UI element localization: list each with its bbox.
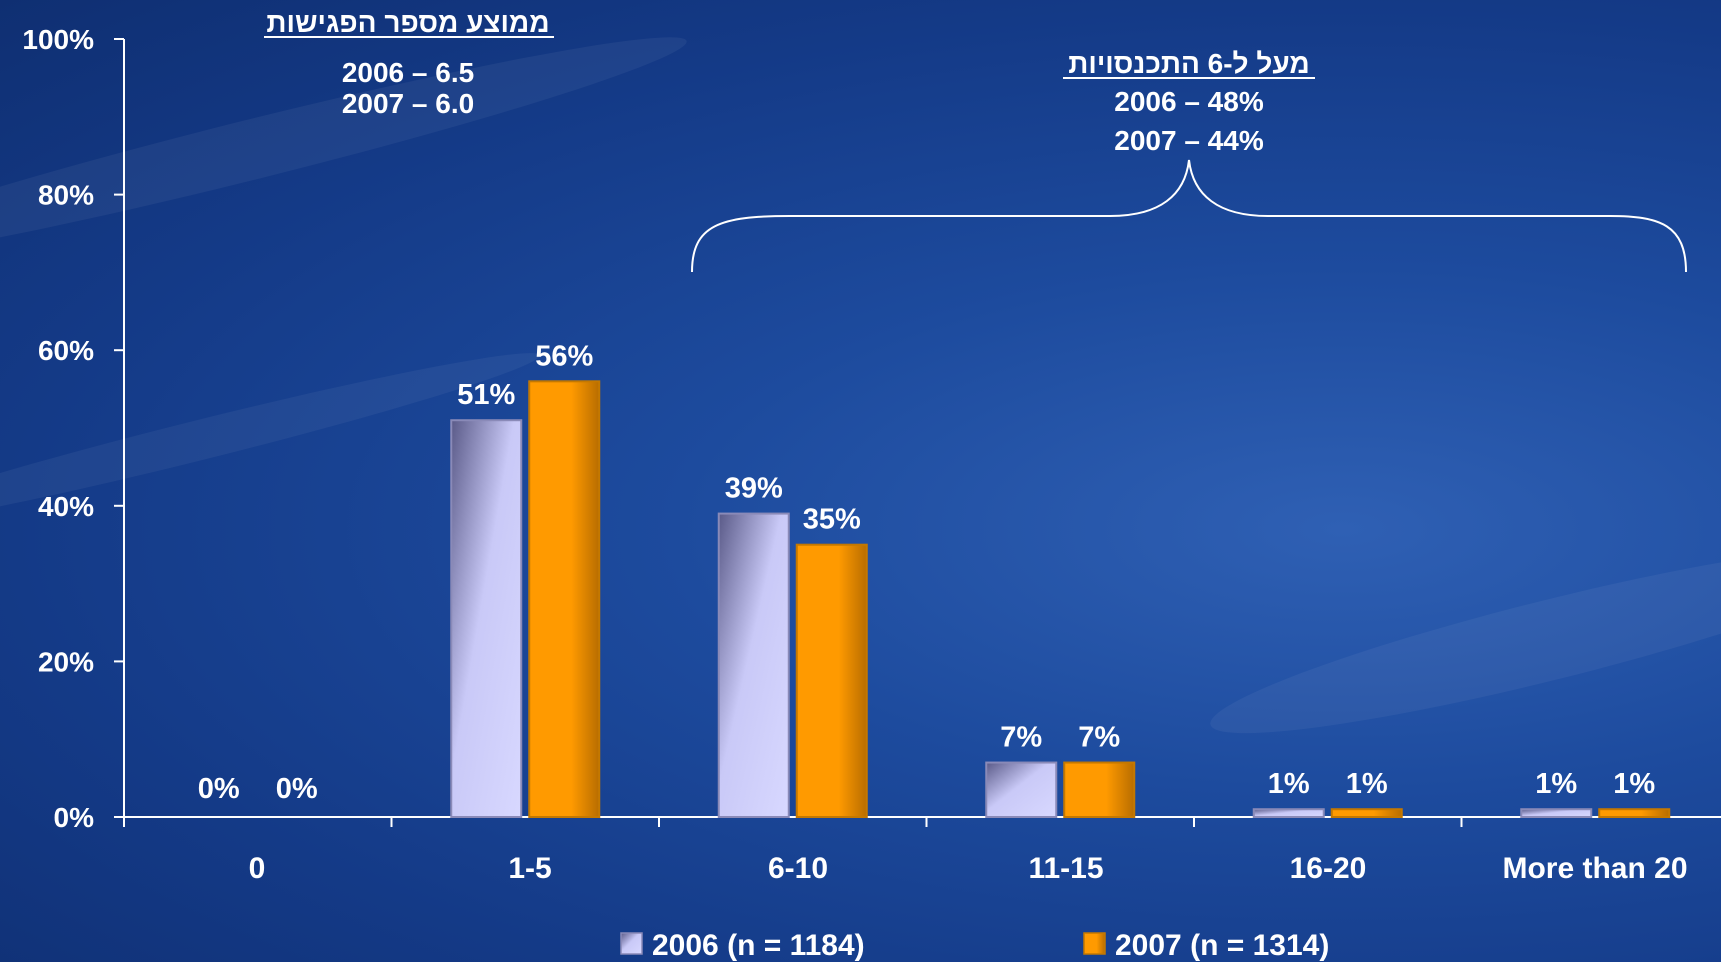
bar-2006 — [450, 419, 523, 818]
bar-2006 — [717, 512, 790, 819]
grouping-brace — [691, 159, 1687, 273]
annotation-average-title: ממוצע מספר הפגישות — [266, 7, 549, 38]
y-tick-label: 40% — [38, 491, 94, 522]
data-label: 7% — [1078, 722, 1120, 754]
annotation-over6-2006: 2006 – 48% — [1114, 86, 1264, 117]
y-tick-label: 20% — [38, 646, 94, 677]
x-tick-label: 16-20 — [1290, 852, 1367, 885]
data-label: 1% — [1535, 768, 1577, 800]
bar-2007 — [528, 380, 601, 818]
data-label: 0% — [276, 773, 318, 805]
data-label: 35% — [803, 504, 861, 536]
data-label: 51% — [457, 379, 515, 411]
x-tick-label: 6-10 — [768, 852, 828, 885]
data-label: 0% — [198, 773, 240, 805]
data-label: 39% — [725, 473, 783, 505]
bar-2007 — [1063, 761, 1136, 818]
bar-2007 — [1598, 808, 1671, 818]
data-label: 1% — [1613, 768, 1655, 800]
x-tick-label: 1-5 — [508, 852, 551, 885]
x-tick-label: More than 20 — [1502, 852, 1687, 885]
legend-label: 2007 (n = 1314) — [1115, 929, 1329, 962]
data-label: 7% — [1000, 722, 1042, 754]
y-tick-label: 80% — [38, 180, 94, 211]
x-tick-label: 0 — [249, 852, 266, 885]
annotation-average-2007: 2007 – 6.0 — [342, 88, 474, 119]
bar-2007 — [1330, 808, 1403, 818]
y-tick-label: 100% — [22, 24, 94, 55]
annotation-average-meetings: ממוצע מספר הפגישות 2006 – 6.5 2007 – 6.0 — [264, 7, 554, 119]
y-tick-label: 60% — [38, 335, 94, 366]
axes: 0% 20% 40% 60% 80% 100% 0 1-5 6-10 11-15 16-20 More… — [22, 24, 1721, 885]
data-label: 56% — [535, 340, 593, 372]
legend: 2006 (n = 1184) 2007 (n = 1314) — [620, 929, 1329, 962]
annotation-over6-2007: 2007 – 44% — [1114, 125, 1264, 156]
x-tick-label: 11-15 — [1028, 852, 1103, 885]
annotation-average-2006: 2006 – 6.5 — [342, 57, 474, 88]
data-label: 1% — [1346, 768, 1388, 800]
bar-2006 — [1252, 808, 1325, 818]
data-labels: 0% 0% 51% 56% 39% 35% 7% 7% 1% 1% 1% 1% — [198, 340, 1656, 805]
legend-label: 2006 (n = 1184) — [652, 929, 865, 962]
bar-2006 — [1520, 808, 1593, 818]
data-label: 1% — [1268, 768, 1310, 800]
annotation-over-6-meetings: מעל ל-6 התכנסויות 2006 – 48% 2007 – 44% — [691, 48, 1687, 273]
bar-2007 — [795, 543, 868, 818]
bars — [450, 380, 1671, 819]
y-tick-label: 0% — [54, 802, 95, 833]
bar-2006 — [985, 761, 1058, 818]
legend-swatch — [1083, 932, 1106, 955]
legend-swatch — [620, 932, 643, 955]
annotation-over6-title: מעל ל-6 התכנסויות — [1068, 48, 1309, 79]
